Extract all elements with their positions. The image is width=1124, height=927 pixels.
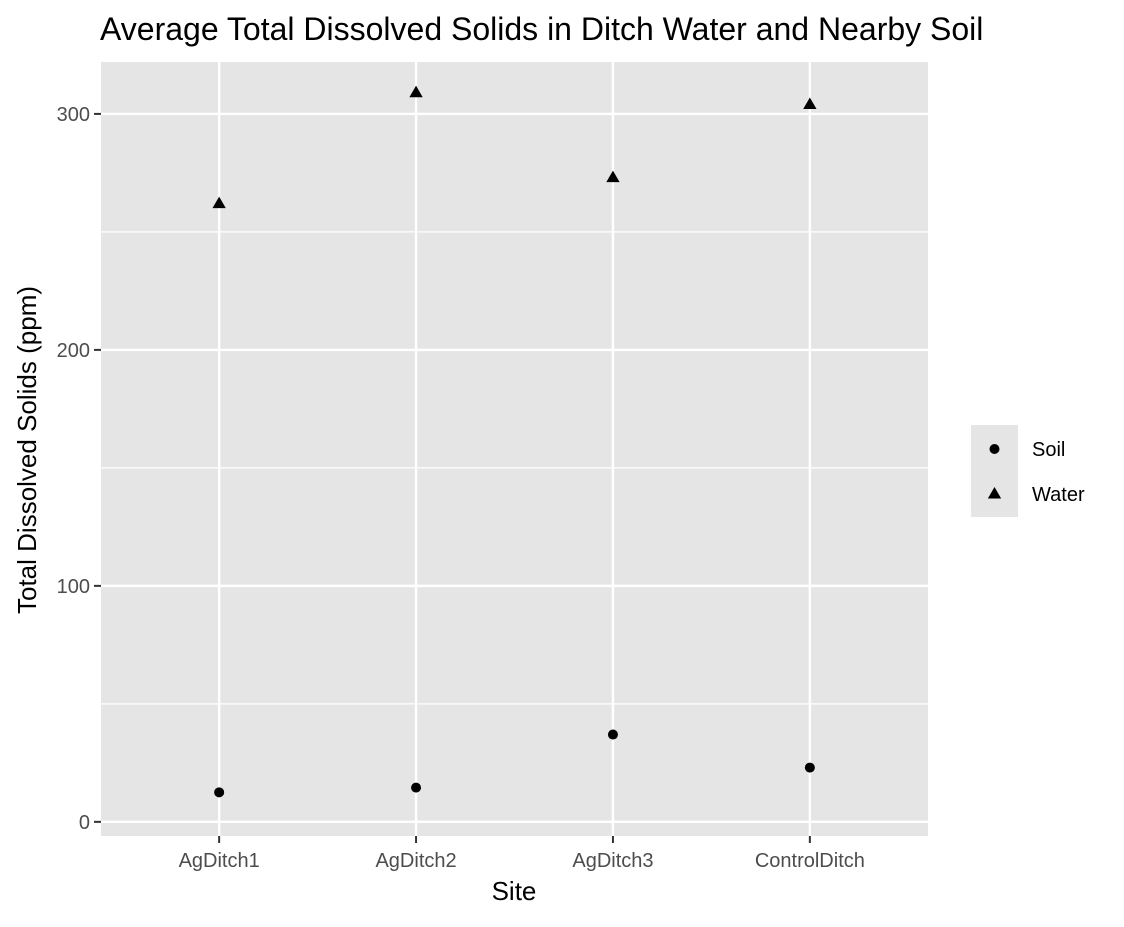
y-tick-label: 300 (57, 104, 90, 126)
legend-key-soil (989, 444, 1000, 454)
x-axis-ticks: AgDitch1 AgDitch2 AgDitch3 ControlDitch (179, 836, 865, 872)
data-point-soil (804, 762, 815, 773)
y-tick-label: 0 (79, 812, 90, 834)
plot-panel (101, 62, 928, 836)
y-tick-label: 100 (57, 576, 90, 598)
x-tick-label: ControlDitch (755, 850, 865, 872)
data-point-soil (411, 782, 422, 793)
data-point-water (606, 170, 620, 183)
major-gridlines (101, 62, 928, 836)
y-axis-ticks: 0 100 200 300 (57, 104, 101, 834)
y-tick-label: 200 (57, 340, 90, 362)
minor-gridlines (101, 231, 928, 705)
x-tick-label: AgDitch2 (375, 850, 456, 872)
data-point-soil (607, 729, 618, 740)
x-tick-label: AgDitch1 (179, 850, 260, 872)
series-water (212, 85, 817, 209)
data-point-soil (214, 787, 225, 798)
x-tick-label: AgDitch3 (572, 850, 653, 872)
data-points (212, 85, 817, 798)
y-axis-label: Total Dissolved Solids (ppm) (12, 286, 42, 614)
data-point-water (409, 85, 423, 98)
data-point-water (803, 97, 817, 110)
chart-title: Average Total Dissolved Solids in Ditch … (100, 11, 983, 47)
series-soil (214, 729, 815, 798)
x-axis-label: Site (492, 876, 537, 906)
legend-label-water: Water (1032, 484, 1085, 506)
legend-key-background (971, 425, 1018, 517)
data-point-water (212, 196, 226, 209)
legend-key-water (987, 487, 1002, 499)
legend-label-soil: Soil (1032, 439, 1065, 461)
legend: Soil Water (971, 425, 1085, 517)
